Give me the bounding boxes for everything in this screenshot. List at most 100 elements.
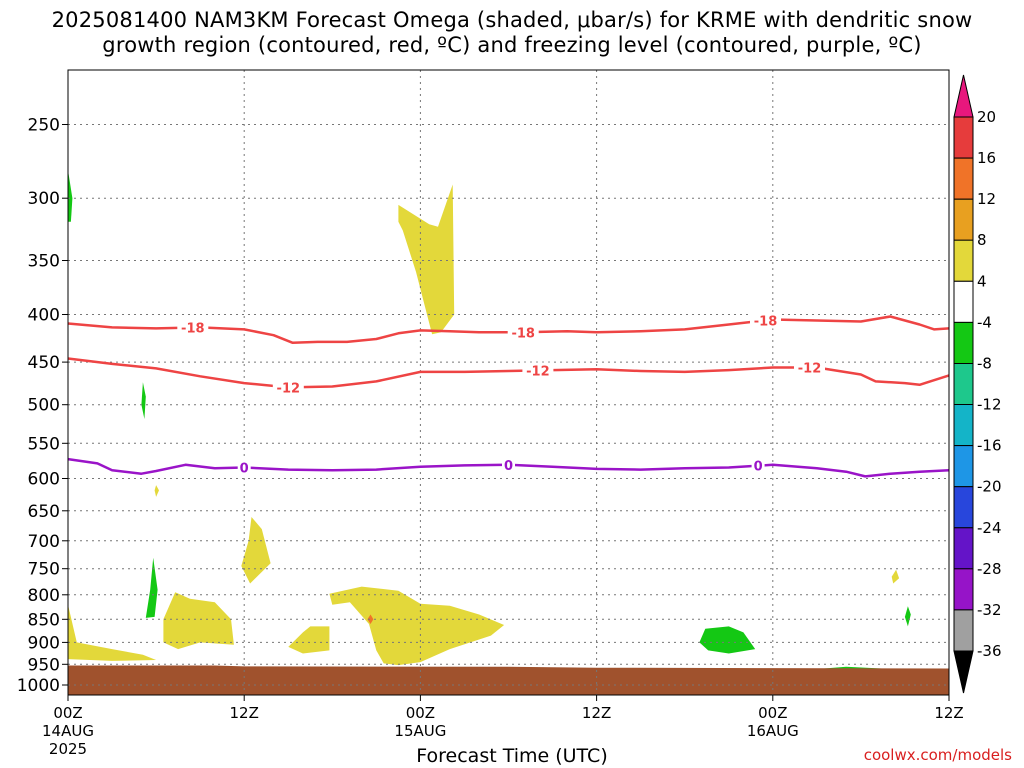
- x-axis-title: Forecast Time (UTC): [416, 745, 608, 767]
- terrain-layer: [68, 665, 949, 695]
- contour-label-bg: [794, 359, 825, 376]
- colorbar-label: 12: [977, 190, 996, 208]
- colorbar-label: -8: [977, 355, 992, 373]
- contour-label: -18: [181, 322, 205, 337]
- contour-label-bg: [502, 456, 515, 473]
- colorbar-label: -16: [977, 437, 1002, 455]
- colorbar-segment: [953, 116, 974, 159]
- y-tick-label: 900: [28, 633, 60, 653]
- colorbar-label: -24: [977, 519, 1002, 537]
- omega-shaded-region: [288, 626, 330, 654]
- contour-label-bg: [507, 324, 539, 341]
- colorbar-label: -12: [977, 396, 1002, 414]
- contour-layer: -18 -18 -18 -12 -12 -12 0 0 0: [67, 312, 950, 478]
- contour-label-bg: [237, 459, 251, 476]
- x-tick-date: 15AUG: [394, 722, 446, 740]
- contour-label: -12: [526, 364, 550, 379]
- y-tick-label: 750: [28, 560, 60, 580]
- colorbar-segment: [953, 527, 974, 570]
- colorbar-segment: [953, 404, 974, 447]
- y-tick-label: 600: [28, 470, 60, 490]
- omega-shaded-region: [68, 604, 157, 661]
- contour-label: -12: [277, 381, 301, 396]
- omega-shaded-region: [699, 626, 756, 654]
- x-tick-label: 12Z: [934, 704, 963, 722]
- contour-label-bg: [522, 362, 554, 379]
- colorbar-segment: [953, 239, 974, 282]
- y-tick-label: 850: [28, 610, 60, 630]
- colorbar-bottom-triangle: [953, 650, 974, 694]
- chart-title-line-1: 2025081400 NAM3KM Forecast Omega (shaded…: [51, 8, 973, 32]
- x-tick-year: 2025: [49, 740, 87, 758]
- colorbar-segment: [953, 363, 974, 406]
- y-tick-label: 650: [28, 502, 60, 522]
- colorbar-segment: [953, 486, 974, 529]
- contour-line: [67, 315, 950, 345]
- colorbar-segment: [953, 321, 974, 364]
- contour-label-bg: [750, 312, 781, 329]
- colorbar-segment: [953, 280, 974, 323]
- colorbar: 20 16 12 8 4 -4 -8 -12 -16 -20 -24 -28 -32 -36: [953, 74, 1002, 694]
- contour-label: -18: [754, 314, 778, 329]
- contour-label: -12: [798, 362, 822, 377]
- y-tick-label: 950: [28, 655, 60, 675]
- contour-label: 0: [754, 460, 763, 475]
- y-tick-label: 450: [28, 353, 60, 373]
- y-tick-label: 500: [28, 396, 60, 416]
- omega-shaded-region: [398, 184, 455, 335]
- y-tick-label: 700: [28, 532, 60, 552]
- colorbar-segment: [953, 157, 974, 200]
- colorbar-label: 8: [977, 231, 987, 249]
- omega-shaded-region: [141, 382, 146, 419]
- colorbar-label: -28: [977, 560, 1002, 578]
- omega-shaded-region: [68, 170, 73, 222]
- omega-shaded-region: [163, 592, 234, 650]
- contour-label: -18: [511, 326, 535, 341]
- x-tick-label: 12Z: [582, 704, 611, 722]
- y-axis: 250 300 350 400 450 500 550 600 650 700 750 800 850 9…: [17, 116, 68, 696]
- contour-line: [67, 457, 950, 478]
- colorbar-label: 16: [977, 149, 996, 167]
- omega-shaded-region: [367, 614, 374, 624]
- colorbar-segment: [953, 198, 974, 241]
- colorbar-label: 4: [977, 272, 987, 290]
- contour-label-bg: [272, 379, 304, 396]
- credit-text: coolwx.com/models: [863, 746, 1012, 764]
- x-tick-label: 00Z: [758, 704, 787, 722]
- y-tick-label: 250: [28, 116, 60, 136]
- omega-shaded-region: [145, 557, 158, 618]
- terrain-below-ground: [68, 665, 949, 695]
- y-tick-label: 350: [28, 252, 60, 272]
- plot-area: [68, 70, 949, 695]
- omega-shaded-region: [154, 485, 159, 497]
- colorbar-label: 20: [977, 108, 996, 126]
- contour-label: 0: [240, 462, 249, 477]
- colorbar-label: -4: [977, 313, 992, 331]
- colorbar-segment: [953, 445, 974, 488]
- y-tick-label: 400: [28, 306, 60, 326]
- chart-title-line-2: growth region (contoured, red, ºC) and f…: [102, 33, 922, 57]
- x-tick-label: 00Z: [406, 704, 435, 722]
- colorbar-segment: [953, 568, 974, 611]
- plot-frame: [67, 69, 950, 696]
- x-tick-date: 16AUG: [747, 722, 799, 740]
- colorbar-label: -32: [977, 601, 1002, 619]
- colorbar-label: -20: [977, 478, 1002, 496]
- x-tick-label: 00Z: [53, 704, 82, 722]
- contour-label-bg: [751, 457, 765, 474]
- y-tick-label: 300: [28, 189, 60, 209]
- omega-shaded-region: [904, 606, 911, 627]
- colorbar-segment: [953, 609, 974, 652]
- colorbar-top-triangle: [953, 74, 974, 118]
- omega-shaded-region: [329, 586, 505, 666]
- omega-shaded-region: [891, 569, 900, 584]
- x-tick-label: 12Z: [230, 704, 259, 722]
- y-tick-label: 1000: [17, 676, 60, 696]
- contour-label: 0: [504, 459, 513, 474]
- omega-shaded-region: [241, 517, 271, 584]
- x-tick-date: 14AUG: [42, 722, 94, 740]
- contour-label-bg: [177, 319, 209, 336]
- y-tick-label: 800: [28, 586, 60, 606]
